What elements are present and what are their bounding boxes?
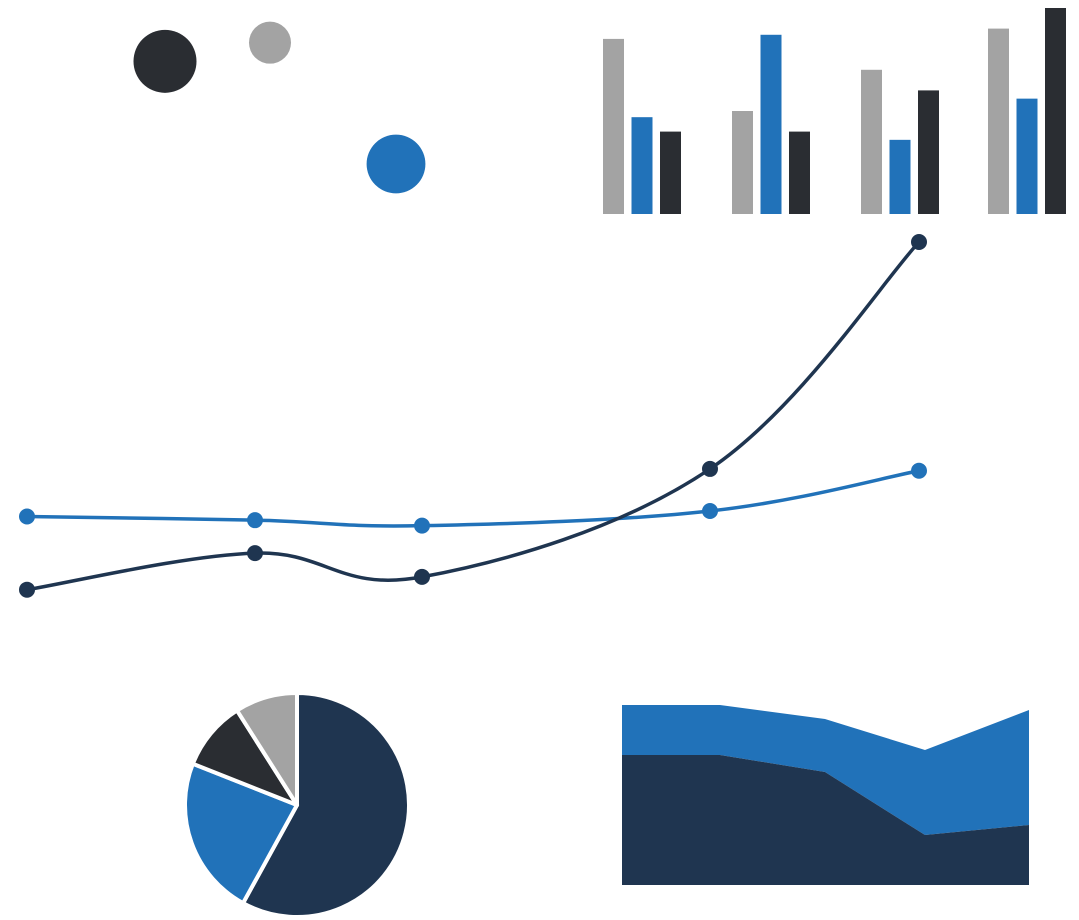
bar-2-1 <box>732 111 753 214</box>
bar-1-2 <box>631 117 653 214</box>
bubble-point-1 <box>133 29 197 93</box>
bar-3-2 <box>889 139 911 214</box>
pie-slice-2 <box>183 761 299 906</box>
line-point-2-3 <box>414 568 430 585</box>
line-point-2-4 <box>702 460 718 477</box>
line-point-2-5 <box>911 234 927 250</box>
bar-1-3 <box>660 131 681 214</box>
line-point-1-4 <box>702 503 718 520</box>
line-series-2 <box>26 240 921 592</box>
bar-3-1 <box>861 69 882 214</box>
bar-2-3 <box>789 131 810 214</box>
line-point-1-3 <box>414 517 430 534</box>
area-series-1 <box>622 755 1029 885</box>
pie-slice-4 <box>234 691 299 807</box>
bubble-point-2 <box>249 21 291 64</box>
line-point-2-2 <box>247 545 263 562</box>
line-series-1 <box>26 469 920 528</box>
line-point-2-1 <box>19 581 35 598</box>
bar-4-1 <box>988 28 1009 214</box>
bar-4-3 <box>1045 8 1066 214</box>
bubble-point-3 <box>366 134 426 194</box>
line-point-1-5 <box>911 462 927 479</box>
bar-4-2 <box>1016 98 1038 214</box>
bar-2-2 <box>760 34 782 214</box>
area-series-2 <box>622 705 1029 835</box>
pie-slice-1 <box>241 691 411 919</box>
line-point-1-2 <box>247 512 263 529</box>
bar-3-3 <box>918 90 939 214</box>
bar-1-1 <box>603 38 624 215</box>
line-point-1-1 <box>19 508 35 525</box>
